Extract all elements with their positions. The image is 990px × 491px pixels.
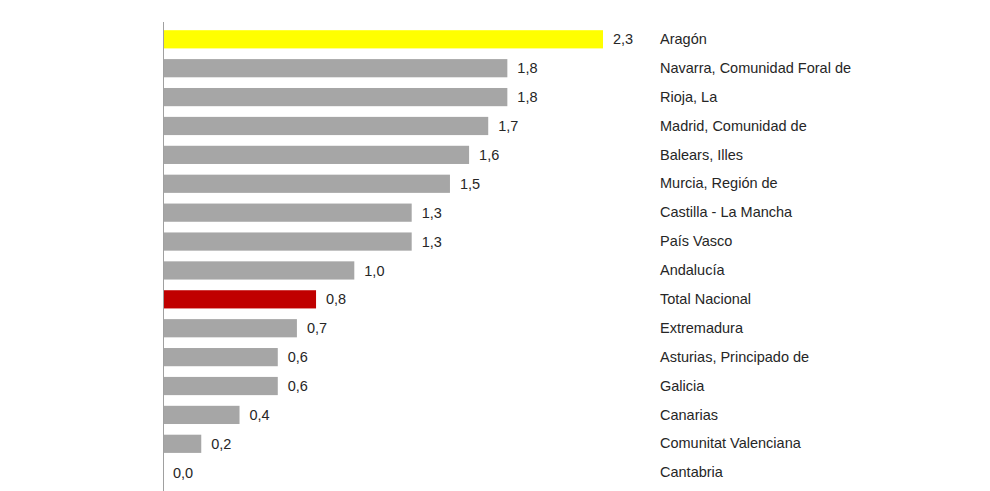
tick: Castilla - La Mancha — [660, 204, 793, 220]
category-label: Cantabria — [660, 464, 724, 480]
tick: Navarra, Comunidad Foral de — [660, 60, 851, 76]
category-label: Madrid, Comunidad de — [660, 118, 807, 134]
data-labels: 2,3 1,8 1,8 1,7 1,6 1,5 1,3 1,3 1,0 0,8 0,7 0,6 0,6 0… — [173, 31, 633, 480]
data-label: 0,8 — [326, 291, 346, 307]
tick: Andalucía — [660, 262, 725, 278]
data-label: 1,3 — [422, 234, 442, 250]
bar — [163, 406, 240, 424]
tick: Galicia — [660, 378, 705, 394]
bar — [163, 59, 507, 77]
category-label: Aragón — [660, 31, 707, 47]
tick: Total Nacional — [660, 291, 751, 307]
data-label: 1,0 — [364, 263, 384, 279]
bar — [163, 204, 412, 222]
category-label: Asturias, Principado de — [660, 349, 809, 365]
category-label: Murcia, Región de — [660, 175, 778, 191]
bar — [163, 117, 488, 135]
tick: Aragón — [660, 31, 707, 47]
bar — [163, 88, 507, 106]
category-label: Andalucía — [660, 262, 725, 278]
data-label: 0,7 — [307, 320, 327, 336]
data-label: 1,7 — [498, 118, 518, 134]
bar — [163, 30, 603, 48]
bar — [163, 319, 297, 337]
bar — [163, 377, 278, 395]
tick: País Vasco — [660, 233, 732, 249]
data-label: 2,3 — [613, 31, 633, 47]
chart: Aragón Navarra, Comunidad Foral de Rioja, … — [0, 0, 990, 491]
category-label: Total Nacional — [660, 291, 751, 307]
tick: Canarias — [660, 407, 718, 423]
tick: Rioja, La — [660, 89, 718, 105]
category-label: Galicia — [660, 378, 705, 394]
tick: Comunitat Valenciana — [660, 435, 802, 451]
tick: Madrid, Comunidad de — [660, 118, 807, 134]
bars — [163, 30, 603, 453]
data-label: 0,6 — [288, 349, 308, 365]
data-label: 0,4 — [250, 407, 270, 423]
tick: Asturias, Principado de — [660, 349, 809, 365]
category-label: Rioja, La — [660, 89, 718, 105]
category-label: Canarias — [660, 407, 718, 423]
tick: Balears, Illes — [660, 147, 743, 163]
data-label: 0,2 — [211, 436, 231, 452]
data-label: 0,6 — [288, 378, 308, 394]
bar — [163, 261, 354, 279]
bar — [163, 348, 278, 366]
data-label: 1,3 — [422, 205, 442, 221]
category-label: Navarra, Comunidad Foral de — [660, 60, 851, 76]
bar — [163, 146, 469, 164]
data-label: 0,0 — [173, 465, 193, 481]
category-label: Castilla - La Mancha — [660, 204, 793, 220]
bar — [163, 175, 450, 193]
data-label: 1,8 — [517, 89, 537, 105]
category-axis: Aragón Navarra, Comunidad Foral de Rioja, … — [660, 31, 851, 480]
category-label: Comunitat Valenciana — [660, 435, 802, 451]
bar — [163, 290, 316, 308]
tick: Murcia, Región de — [660, 175, 778, 191]
data-label: 1,8 — [517, 60, 537, 76]
tick: Extremadura — [660, 320, 744, 336]
axis-line — [163, 22, 164, 491]
category-label: Extremadura — [660, 320, 744, 336]
category-label: Balears, Illes — [660, 147, 743, 163]
bar — [163, 435, 201, 453]
bar — [163, 232, 412, 250]
data-label: 1,6 — [479, 147, 499, 163]
data-label: 1,5 — [460, 176, 480, 192]
tick: Cantabria — [660, 464, 724, 480]
category-label: País Vasco — [660, 233, 732, 249]
